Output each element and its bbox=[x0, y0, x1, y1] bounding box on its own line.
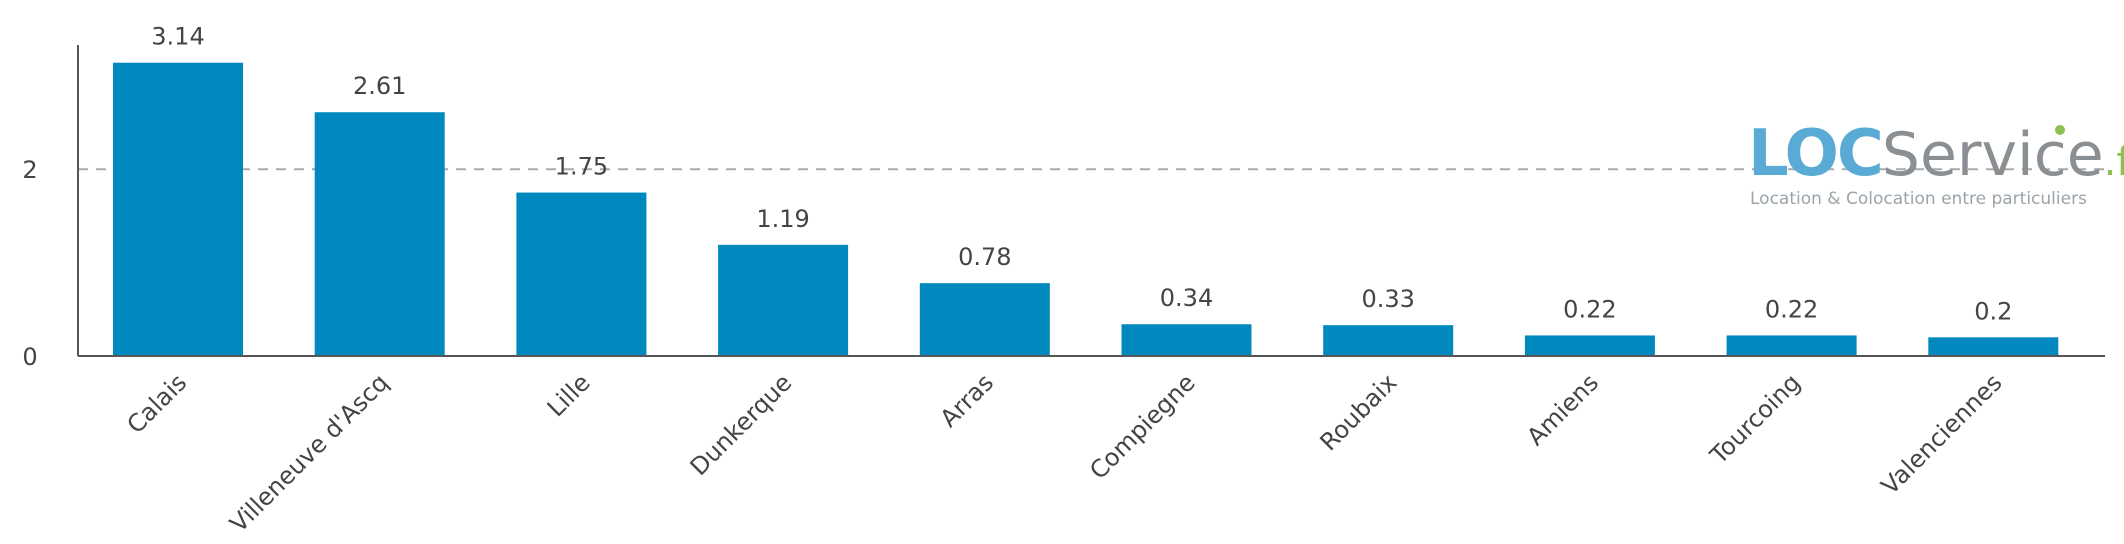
bar-amiens bbox=[1524, 335, 1655, 356]
logo-brand-light: Service bbox=[1882, 120, 2104, 190]
category-label: Arras bbox=[935, 368, 999, 432]
data-label: 0.34 bbox=[1160, 284, 1213, 312]
data-label: 0.2 bbox=[1974, 297, 2012, 325]
bars bbox=[113, 62, 2059, 356]
logo-wordmark: LOCService.fr bbox=[1748, 117, 2124, 191]
bar-roubaix bbox=[1323, 325, 1454, 356]
logo-brand-tld: .fr bbox=[2104, 139, 2124, 185]
y-tick-labels: 02 bbox=[22, 156, 37, 371]
bar-villeneuve-d-ascq bbox=[314, 112, 445, 356]
data-label: 0.33 bbox=[1361, 285, 1414, 313]
category-labels: Calais Villeneuve d'Ascq Lille Dunkerque Arr… bbox=[122, 368, 2008, 537]
locservice-logo: LOCService.fr Location & Colocation entr… bbox=[1748, 117, 2124, 209]
data-label: 2.61 bbox=[353, 72, 406, 100]
data-labels: 3.14 2.61 1.75 1.19 0.78 0.34 0.33 0.22 0.22 0.2 bbox=[151, 23, 2012, 326]
data-label: 0.22 bbox=[1765, 295, 1818, 323]
data-label: 0.78 bbox=[958, 243, 1011, 271]
category-label: Amiens bbox=[1521, 368, 1604, 451]
category-label: Valenciennes bbox=[1876, 368, 2008, 500]
data-label: 1.19 bbox=[756, 205, 809, 233]
bar-compiegne bbox=[1121, 324, 1252, 356]
category-label: Calais bbox=[122, 368, 193, 439]
bar-tourcoing bbox=[1726, 335, 1857, 356]
bar-calais bbox=[113, 62, 243, 356]
y-tick-label: 0 bbox=[22, 343, 37, 371]
category-label: Roubaix bbox=[1315, 368, 1403, 456]
axes bbox=[77, 45, 2105, 357]
bar-arras bbox=[919, 283, 1050, 356]
data-label: 3.14 bbox=[151, 23, 204, 51]
category-label: Dunkerque bbox=[685, 368, 798, 481]
y-tick-label: 2 bbox=[22, 156, 37, 184]
category-label: Lille bbox=[542, 368, 596, 422]
category-label: Compiegne bbox=[1084, 368, 1200, 484]
bar-valenciennes bbox=[1928, 337, 2059, 356]
category-label: Villeneuve d'Ascq bbox=[224, 368, 393, 537]
category-label: Tourcoing bbox=[1704, 368, 1806, 470]
bar-lille bbox=[516, 192, 647, 356]
logo-dot-icon bbox=[2055, 125, 2065, 135]
bar-dunkerque bbox=[718, 244, 849, 356]
data-label: 0.22 bbox=[1563, 295, 1616, 323]
data-label: 1.75 bbox=[555, 153, 608, 181]
logo-brand-strong: LOC bbox=[1748, 117, 1882, 191]
logo-tagline: Location & Colocation entre particuliers bbox=[1750, 189, 2087, 209]
